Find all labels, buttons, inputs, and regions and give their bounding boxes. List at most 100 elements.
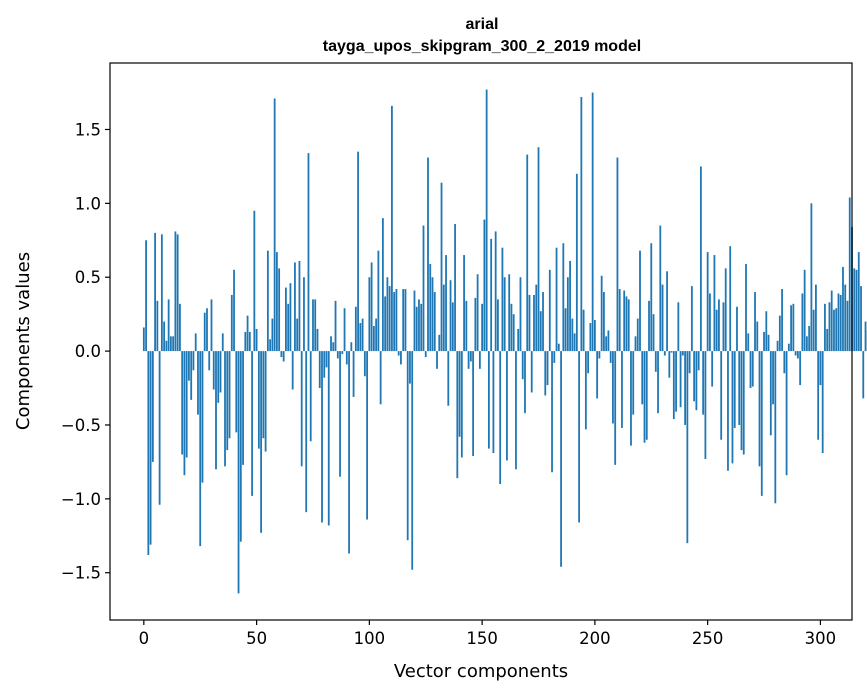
- bar: [609, 351, 612, 363]
- bar: [591, 92, 594, 352]
- bar: [830, 290, 833, 352]
- bar: [429, 263, 432, 352]
- bar: [485, 89, 488, 352]
- y-axis-ticks: −1.5 −1.0 −0.5 0.0 0.5 1.0 1.5: [61, 120, 110, 583]
- bar: [839, 294, 842, 352]
- bar: [352, 351, 355, 397]
- bar: [483, 219, 486, 352]
- bar: [670, 351, 673, 353]
- bar: [492, 351, 495, 454]
- bar: [828, 302, 831, 352]
- bar: [785, 351, 788, 476]
- bar: [197, 351, 199, 415]
- bar: [226, 351, 229, 451]
- bar: [686, 351, 689, 544]
- bar: [566, 277, 569, 352]
- bar: [727, 351, 729, 471]
- bar: [472, 351, 474, 456]
- bar: [208, 351, 211, 371]
- bar: [215, 351, 217, 470]
- bar: [242, 351, 244, 465]
- bar: [388, 286, 391, 352]
- chart-title-line1: arial: [466, 16, 499, 33]
- bar: [381, 218, 384, 352]
- bar: [747, 333, 750, 352]
- bar: [675, 351, 677, 412]
- bar: [756, 321, 759, 352]
- bar: [645, 351, 648, 440]
- bar: [442, 284, 445, 352]
- bar: [395, 289, 398, 352]
- bar: [440, 182, 443, 352]
- bar: [677, 302, 680, 352]
- bar: [224, 351, 226, 467]
- bar: [724, 268, 727, 352]
- bar: [287, 303, 290, 352]
- bar: [343, 308, 346, 352]
- y-tick-label: 0.0: [75, 342, 101, 361]
- plot-frame: [109, 62, 853, 621]
- bar: [305, 351, 308, 513]
- bar: [537, 147, 540, 352]
- bar: [183, 351, 186, 476]
- bar: [370, 262, 373, 352]
- bar: [203, 312, 206, 352]
- bar: [300, 351, 303, 467]
- bar: [366, 351, 368, 520]
- bar: [156, 300, 159, 352]
- bar: [853, 268, 856, 352]
- bar: [857, 252, 860, 352]
- bar: [524, 351, 526, 414]
- bar: [257, 351, 260, 449]
- bar: [391, 105, 393, 352]
- bar: [449, 280, 452, 352]
- bar: [722, 302, 725, 352]
- bar: [490, 238, 493, 352]
- bar: [578, 351, 580, 523]
- bar: [316, 328, 319, 352]
- bar: [145, 240, 147, 352]
- bar: [361, 318, 364, 352]
- bar: [548, 269, 551, 352]
- bar: [709, 293, 711, 352]
- bar: [736, 306, 738, 352]
- bar: [465, 300, 468, 352]
- bar: [165, 340, 168, 352]
- bar: [174, 231, 177, 352]
- bar: [539, 311, 542, 352]
- bar: [253, 210, 256, 352]
- bar: [733, 351, 736, 428]
- bar: [729, 246, 732, 352]
- x-tick-label: 300: [805, 629, 837, 648]
- bar: [776, 340, 779, 352]
- bar: [641, 351, 644, 405]
- bar: [837, 293, 840, 352]
- bar: [792, 303, 795, 352]
- bar: [321, 351, 323, 523]
- bar: [404, 289, 407, 352]
- x-axis-ticks: 0 50 100 150 200 250 300: [139, 620, 837, 648]
- bar: [296, 318, 299, 352]
- bar: [248, 331, 251, 352]
- bar: [754, 292, 756, 352]
- bar: [855, 269, 858, 352]
- bar: [835, 308, 838, 352]
- x-axis-label: Vector components: [394, 661, 568, 682]
- bar: [266, 250, 269, 352]
- bar: [801, 293, 804, 352]
- bar: [251, 351, 253, 496]
- bar: [668, 351, 671, 378]
- bar: [742, 351, 745, 455]
- bar: [812, 309, 815, 352]
- bar: [515, 351, 517, 470]
- bar: [275, 252, 278, 352]
- bar: [706, 252, 709, 352]
- bar: [273, 98, 276, 352]
- bar: [406, 351, 409, 541]
- bar: [350, 342, 353, 352]
- bar: [325, 351, 328, 368]
- bar: [508, 274, 511, 352]
- bar: [445, 255, 447, 352]
- bar: [167, 299, 170, 352]
